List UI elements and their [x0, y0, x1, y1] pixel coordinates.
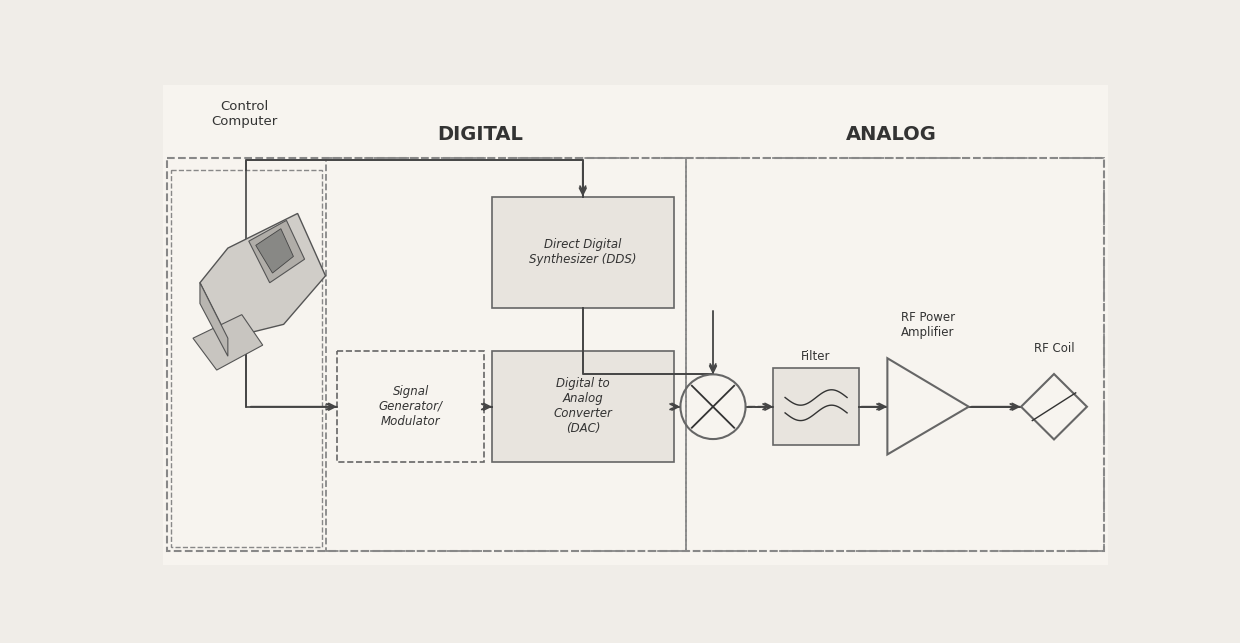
Text: Direct Digital
Synthesizer (DDS): Direct Digital Synthesizer (DDS): [529, 239, 637, 266]
Polygon shape: [249, 221, 305, 283]
Polygon shape: [255, 229, 294, 273]
Bar: [171, 170, 321, 547]
Text: ANALOG: ANALOG: [846, 125, 936, 145]
Text: Digital to
Analog
Converter
(DAC): Digital to Analog Converter (DAC): [554, 377, 613, 435]
Polygon shape: [200, 213, 325, 338]
Bar: [686, 158, 1105, 550]
Text: Signal
Generator/
Modulator: Signal Generator/ Modulator: [378, 385, 443, 428]
Text: Filter: Filter: [801, 350, 831, 363]
Bar: [325, 158, 686, 550]
Text: Control
Computer: Control Computer: [211, 100, 278, 128]
Polygon shape: [200, 283, 228, 356]
Text: RF Power
Amplifier: RF Power Amplifier: [901, 311, 955, 339]
Text: DIGITAL: DIGITAL: [438, 125, 523, 145]
Polygon shape: [193, 314, 263, 370]
Text: RF Coil: RF Coil: [1034, 341, 1074, 355]
Bar: [166, 158, 1105, 550]
Bar: [492, 197, 675, 308]
Bar: [492, 350, 675, 462]
Bar: [337, 350, 485, 462]
Bar: [774, 368, 858, 445]
